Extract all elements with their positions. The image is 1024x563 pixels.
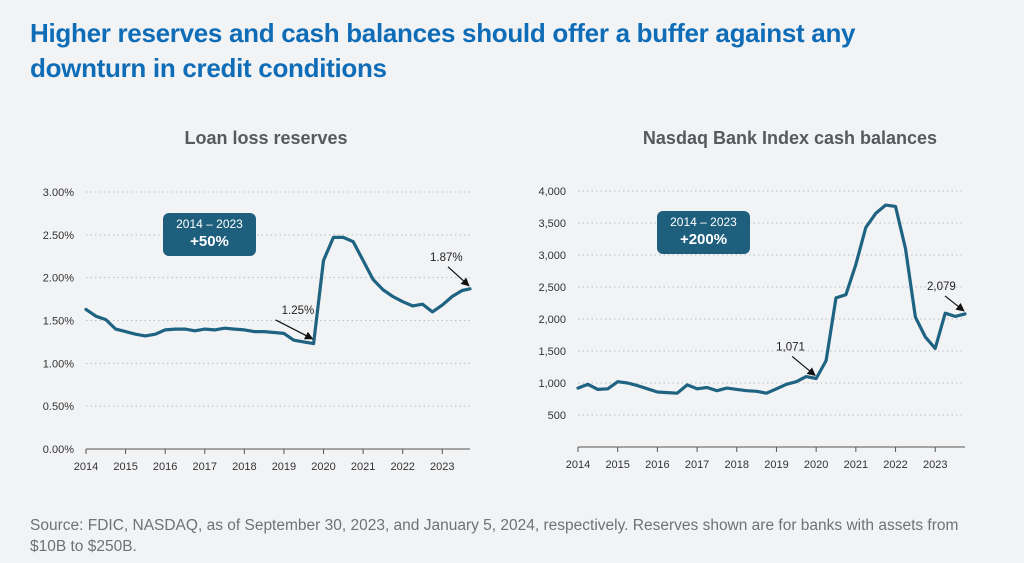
x-tick-label: 2021 bbox=[351, 461, 375, 473]
y-tick-label: 3,500 bbox=[538, 218, 566, 230]
annotation-label: 2,079 bbox=[927, 281, 956, 293]
annotation-label: 1.87% bbox=[430, 252, 463, 264]
series-line bbox=[576, 203, 967, 395]
x-tick-label: 2014 bbox=[566, 459, 590, 471]
y-tick-label: 0.50% bbox=[43, 401, 74, 413]
x-tick-label: 2014 bbox=[74, 461, 98, 473]
x-tick-label: 2017 bbox=[685, 459, 709, 471]
x-tick-label: 2020 bbox=[311, 461, 335, 473]
annotation-label: 1.25% bbox=[282, 305, 315, 317]
badge-change-value: +50% bbox=[190, 233, 229, 250]
x-tick-label: 2015 bbox=[113, 461, 137, 473]
cash-balances-chart-title: Nasdaq Bank Index cash balances bbox=[642, 128, 938, 148]
y-tick-label: 1.00% bbox=[43, 358, 74, 370]
loan-loss-chart-title: Loan loss reserves bbox=[184, 128, 348, 148]
x-tick-label: 2022 bbox=[883, 459, 907, 471]
y-tick-label: 2.00% bbox=[43, 273, 74, 285]
x-tick-label: 2021 bbox=[844, 459, 868, 471]
y-tick-label: 2,000 bbox=[538, 314, 566, 326]
x-tick-label: 2018 bbox=[725, 459, 749, 471]
y-tick-label: 1,000 bbox=[538, 378, 566, 390]
x-tick-label: 2016 bbox=[153, 461, 177, 473]
source-note: Source: FDIC, NASDAQ, as of September 30… bbox=[30, 517, 959, 555]
series-line bbox=[84, 235, 472, 346]
annotation-arrow bbox=[791, 355, 816, 376]
headline: Higher reserves and cash balances should… bbox=[30, 18, 856, 83]
y-tick-label: 1,500 bbox=[538, 346, 566, 358]
x-tick-label: 2020 bbox=[804, 459, 828, 471]
x-tick-label: 2022 bbox=[390, 461, 414, 473]
y-tick-label: 0.00% bbox=[43, 444, 74, 456]
y-tick-label: 3.00% bbox=[43, 187, 74, 199]
x-tick-label: 2016 bbox=[645, 459, 669, 471]
annotation-label: 1,071 bbox=[776, 341, 805, 353]
x-tick-label: 2015 bbox=[605, 459, 629, 471]
x-tick-label: 2019 bbox=[764, 459, 788, 471]
y-tick-label: 4,000 bbox=[538, 186, 566, 198]
x-tick-label: 2023 bbox=[430, 461, 454, 473]
y-tick-label: 3,000 bbox=[538, 250, 566, 262]
x-tick-label: 2017 bbox=[193, 461, 217, 473]
badge-range-label: 2014 – 2023 bbox=[670, 215, 737, 229]
y-tick-label: 2.50% bbox=[43, 230, 74, 242]
loan-loss-change-badge: 2014 – 2023 +50% bbox=[163, 213, 256, 256]
annotation-arrow bbox=[447, 266, 470, 287]
cash-balances-change-badge: 2014 – 2023 +200% bbox=[657, 211, 750, 254]
y-tick-label: 1.50% bbox=[43, 316, 74, 328]
y-tick-label: 2,500 bbox=[538, 282, 566, 294]
y-tick-label: 500 bbox=[548, 410, 566, 422]
annotation-arrow bbox=[944, 295, 965, 312]
x-tick-label: 2023 bbox=[923, 459, 947, 471]
x-tick-label: 2018 bbox=[232, 461, 256, 473]
annotation-arrow bbox=[275, 319, 314, 340]
badge-change-value: +200% bbox=[679, 231, 728, 248]
badge-range-label: 2014 – 2023 bbox=[176, 217, 243, 231]
x-tick-label: 2019 bbox=[272, 461, 296, 473]
